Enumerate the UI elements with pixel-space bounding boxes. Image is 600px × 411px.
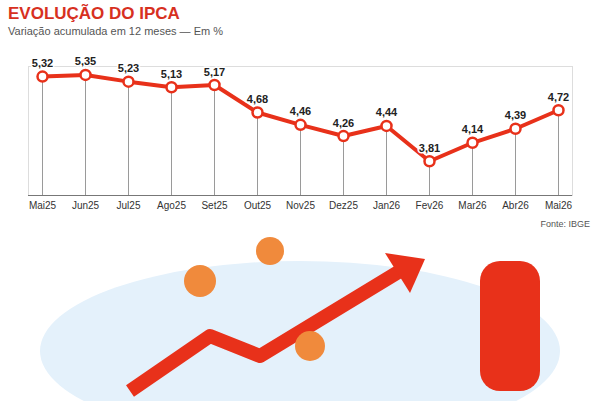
svg-text:Jul25: Jul25 (117, 200, 141, 211)
svg-text:4,44: 4,44 (376, 106, 398, 118)
svg-text:3,81: 3,81 (419, 142, 440, 154)
svg-text:4,26: 4,26 (333, 117, 354, 129)
svg-text:Jan26: Jan26 (373, 200, 401, 211)
svg-text:Mai25: Mai25 (29, 200, 57, 211)
svg-text:Mar26: Mar26 (458, 200, 487, 211)
html-text:Variação acumulada em 12 meses: Variação acumulada em 12 meses — Em % (8, 25, 223, 37)
svg-text:5,32: 5,32 (32, 57, 53, 69)
svg-text:5,35: 5,35 (75, 55, 96, 67)
svg-text:Fev26: Fev26 (416, 200, 444, 211)
html-text:EVOLUÇÃO DO IPCA: EVOLUÇÃO DO IPCA (8, 4, 180, 23)
svg-text:4,72: 4,72 (548, 91, 569, 103)
svg-text:4,39: 4,39 (505, 109, 526, 121)
svg-text:4,68: 4,68 (247, 93, 268, 105)
svg-text:Abr26: Abr26 (502, 200, 529, 211)
svg-text:Jun25: Jun25 (72, 200, 100, 211)
svg-text:Dez25: Dez25 (329, 200, 358, 211)
svg-text:Ago25: Ago25 (157, 200, 186, 211)
svg-text:5,23: 5,23 (118, 62, 139, 74)
svg-text:Out25: Out25 (244, 200, 272, 211)
svg-text:5,17: 5,17 (204, 66, 225, 78)
html-text:Fonte: IBGE: Fonte: IBGE (540, 219, 590, 229)
svg-text:5,13: 5,13 (161, 68, 182, 80)
svg-text:4,14: 4,14 (462, 123, 484, 135)
svg-text:Set25: Set25 (201, 200, 228, 211)
svg-text:4,46: 4,46 (290, 105, 311, 117)
svg-text:Mai26: Mai26 (545, 200, 573, 211)
svg-text:Nov25: Nov25 (286, 200, 315, 211)
